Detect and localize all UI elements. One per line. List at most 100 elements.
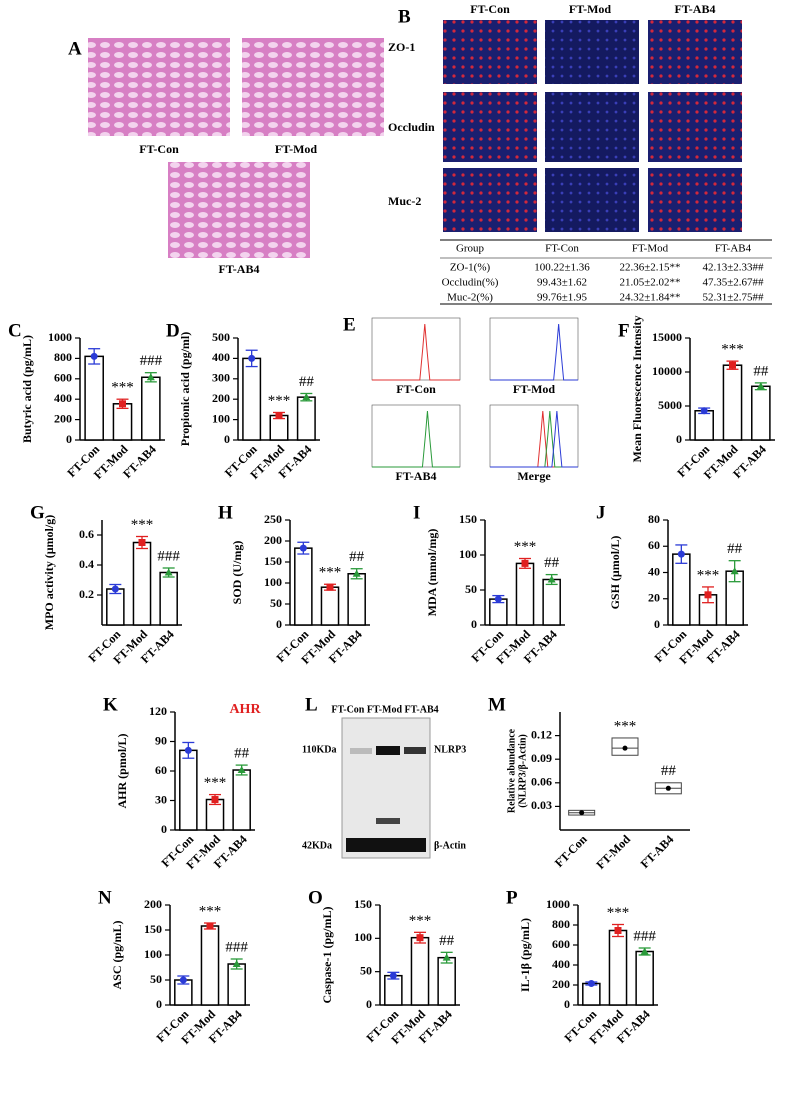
bar xyxy=(232,769,251,831)
bar xyxy=(320,586,340,626)
histogram-frame xyxy=(371,404,461,468)
y-tick-label: 20 xyxy=(648,591,660,605)
point xyxy=(665,785,671,791)
panel-letter: A xyxy=(68,38,82,59)
bar xyxy=(84,355,104,441)
histogram-frame xyxy=(489,317,579,381)
histogram-label: FT-Mod xyxy=(513,382,556,396)
y-tick-label: 150 xyxy=(354,897,372,911)
marker xyxy=(389,972,397,980)
marker xyxy=(138,539,146,546)
panel-letter: M xyxy=(488,694,506,715)
y-tick-label: 200 xyxy=(212,391,230,405)
y-axis-label: Caspase-1 (pg/mL) xyxy=(320,906,334,1003)
y-tick-label: 90 xyxy=(155,733,167,747)
column-label: FT-AB4 xyxy=(675,2,716,16)
table-cell: 99.43±1.62 xyxy=(537,277,587,289)
panel-e: E FT-Con FT-Mod FT-AB4 Merge xyxy=(343,314,579,483)
marker xyxy=(206,922,214,930)
fluorescence-image xyxy=(443,92,537,162)
histogram-label: FT-AB4 xyxy=(396,469,437,483)
band-name: β-Actin xyxy=(434,840,466,851)
y-axis-label: (NLRP3/β-Actin) xyxy=(517,734,528,808)
significance: *** xyxy=(697,567,720,583)
marker xyxy=(232,960,241,967)
y-tick-label: 60 xyxy=(155,763,167,777)
y-tick-label: 10000 xyxy=(652,364,682,378)
fluorescence-image xyxy=(443,20,537,84)
fluorescence-image xyxy=(648,20,742,84)
panel-letter: H xyxy=(218,502,233,523)
y-tick-label: 500 xyxy=(212,330,230,344)
histogram-peak xyxy=(372,410,460,468)
significance: ### xyxy=(633,928,656,944)
y-tick-label: 0 xyxy=(366,997,372,1011)
y-axis-label: IL-1β (pg/mL) xyxy=(518,918,532,992)
marker xyxy=(729,361,736,369)
significance: *** xyxy=(204,775,227,791)
table-cell: 24.32±1.84** xyxy=(619,292,680,304)
y-axis-label: SOD (U/mg) xyxy=(230,541,244,605)
y-tick-label: 50 xyxy=(360,963,372,977)
table-cell: 21.05±2.02** xyxy=(619,277,680,289)
panel-letter: N xyxy=(98,887,112,908)
bar xyxy=(515,562,535,626)
y-tick-label: 250 xyxy=(264,512,282,526)
blot-band xyxy=(376,746,400,755)
y-tick-label: 50 xyxy=(465,582,477,596)
y-tick-label: 150 xyxy=(459,512,477,526)
marker xyxy=(756,382,765,390)
fluorescence-image xyxy=(545,20,639,84)
x-tick-label: FT-Con xyxy=(552,832,590,870)
histogram-peak xyxy=(490,410,578,468)
y-tick-label: 0 xyxy=(471,617,477,631)
marker xyxy=(111,585,119,593)
marker xyxy=(442,953,451,961)
panel-letter: L xyxy=(305,694,318,715)
panel-letter: P xyxy=(506,887,518,908)
marker xyxy=(326,583,334,591)
table-cell: 100.22±1.36 xyxy=(534,262,590,274)
marker xyxy=(164,568,173,576)
marker xyxy=(119,400,126,408)
significance: *** xyxy=(111,380,134,396)
marker xyxy=(587,980,595,987)
table-cell: 52.31±2.75## xyxy=(702,292,764,304)
y-tick-label: 5000 xyxy=(658,398,682,412)
table-header: Group xyxy=(456,243,485,255)
y-tick-label: 300 xyxy=(212,371,230,385)
y-axis-label: AHR (pmol/L) xyxy=(115,733,129,808)
y-tick-label: 60 xyxy=(648,538,660,552)
table-cell: 42.13±2.33## xyxy=(702,262,764,274)
bar xyxy=(410,936,430,1006)
significance: *** xyxy=(409,913,432,929)
lane-labels: FT-Con FT-Mod FT-AB4 xyxy=(331,704,438,715)
bar xyxy=(437,956,456,1006)
marker xyxy=(704,591,712,599)
significance: ## xyxy=(753,363,769,379)
image-label: FT-Con xyxy=(139,142,179,156)
marker xyxy=(352,569,361,577)
fluorescence-image xyxy=(545,92,639,162)
panel-letter: K xyxy=(103,694,118,715)
bar xyxy=(608,929,628,1006)
y-tick-label: 200 xyxy=(552,977,570,991)
y-tick-label: 0 xyxy=(676,432,682,446)
panel-letter: J xyxy=(596,502,606,523)
table-cell: Occludin(%) xyxy=(442,277,499,289)
y-tick-label: 800 xyxy=(54,350,72,364)
panel-letter: F xyxy=(618,320,630,341)
significance: ## xyxy=(661,763,677,779)
y-tick-label: 0 xyxy=(276,617,282,631)
bar xyxy=(384,974,403,1006)
panel-a: A FT-Con FT-Mod FT-AB4 xyxy=(68,38,384,276)
bar xyxy=(200,925,220,1006)
marker xyxy=(614,927,622,934)
y-tick-label: 600 xyxy=(552,937,570,951)
fluorescence-image xyxy=(648,92,742,162)
x-tick-label: FT-Mod xyxy=(593,832,633,872)
histogram-label: FT-Con xyxy=(396,382,436,396)
y-tick-label: 150 xyxy=(264,554,282,568)
significance: *** xyxy=(721,342,744,358)
y-tick-label: 100 xyxy=(264,575,282,589)
